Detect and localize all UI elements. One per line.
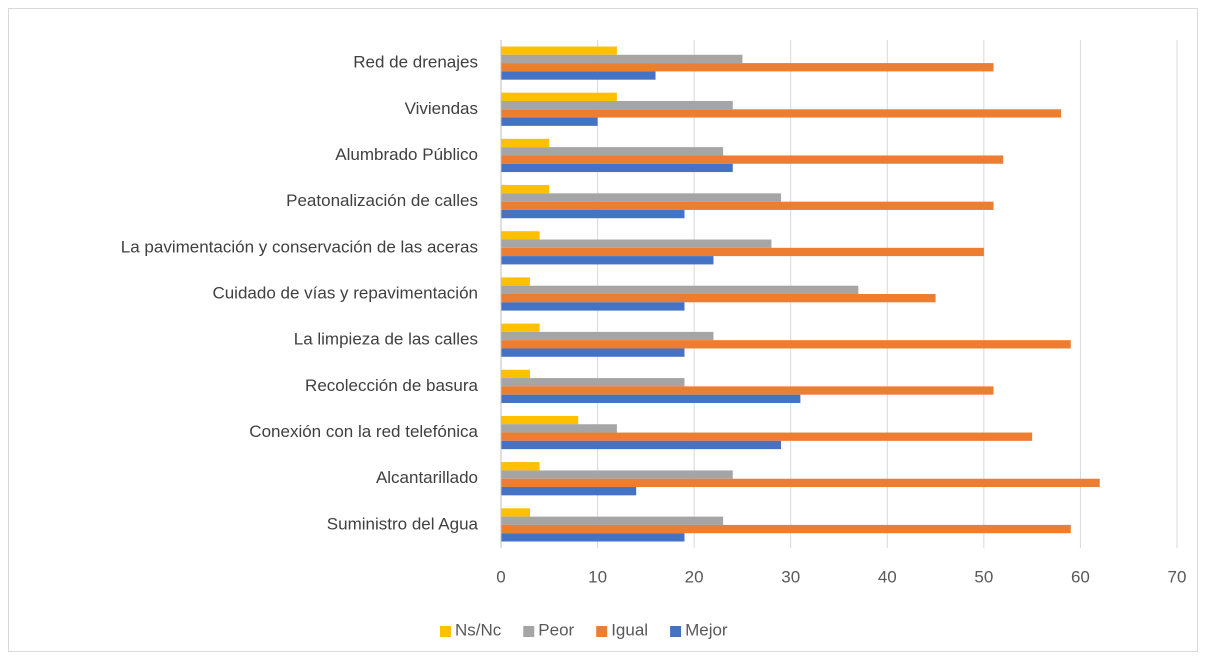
- bar: [501, 155, 1004, 164]
- y-tick-label: Cuidado de vías y repavimentación: [212, 283, 478, 302]
- bar: [501, 432, 1033, 441]
- bar: [501, 323, 540, 332]
- bar: [501, 470, 733, 479]
- y-tick-label: Alcantarillado: [376, 468, 478, 487]
- bar: [501, 185, 550, 194]
- y-tick-label: La pavimentación y conservación de las a…: [121, 237, 478, 256]
- bar: [501, 92, 617, 101]
- bar: [501, 256, 714, 265]
- bar: [501, 138, 550, 148]
- bar: [501, 231, 540, 240]
- bar: [501, 109, 1062, 118]
- y-tick-label: Red de drenajes: [353, 53, 478, 72]
- bar: [501, 201, 994, 210]
- bar: [501, 277, 530, 286]
- y-tick-label: Peatonalización de calles: [286, 191, 478, 210]
- bar: [501, 302, 685, 311]
- x-tick-label: 20: [685, 567, 704, 586]
- bar: [501, 163, 733, 173]
- bar: [501, 54, 743, 64]
- bar: [501, 440, 782, 450]
- bar: [501, 285, 859, 294]
- bar: [501, 63, 994, 72]
- x-tick-label: 40: [878, 567, 897, 586]
- bar: [501, 524, 1071, 534]
- bar: [501, 516, 724, 525]
- x-tick-label: 0: [496, 567, 505, 586]
- x-tick-label: 50: [974, 567, 993, 586]
- y-tick-label: Viviendas: [405, 99, 478, 118]
- legend-swatch: [440, 626, 451, 637]
- legend-label: Ns/Nc: [455, 620, 502, 639]
- x-tick-label: 30: [781, 567, 800, 586]
- bar: [501, 340, 1071, 349]
- bar: [501, 294, 936, 303]
- x-tick-label: 10: [588, 567, 607, 586]
- bar: [501, 415, 579, 425]
- bar: [501, 424, 617, 433]
- y-tick-label: Suministro del Agua: [327, 514, 479, 533]
- bar: [501, 533, 685, 542]
- legend-swatch: [523, 626, 535, 637]
- bar: [501, 239, 772, 248]
- bar: [501, 348, 685, 357]
- bar: [501, 508, 530, 517]
- bar: [501, 369, 530, 379]
- bar: [501, 331, 714, 341]
- legend-swatch: [596, 626, 608, 637]
- x-tick-label: 60: [1071, 567, 1090, 586]
- legend-label: Mejor: [685, 620, 728, 639]
- bar: [501, 209, 685, 219]
- bar: [501, 147, 724, 156]
- y-tick-label: La limpieza de las calles: [294, 330, 478, 349]
- bar: [501, 478, 1100, 488]
- y-tick-label: Alumbrado Público: [335, 145, 478, 164]
- bar: [501, 386, 994, 395]
- x-tick-label: 70: [1168, 567, 1187, 586]
- bar: [501, 193, 782, 202]
- bar: [501, 100, 733, 110]
- bar: [501, 394, 801, 403]
- bar: [501, 462, 540, 471]
- y-tick-label: Conexión con la red telefónica: [249, 422, 478, 441]
- bar: [501, 378, 685, 387]
- bar: [501, 117, 598, 126]
- legend-label: Peor: [538, 620, 574, 639]
- bar: [501, 247, 984, 257]
- legend-swatch: [670, 626, 682, 637]
- bar: [501, 46, 617, 55]
- legend-label: Igual: [611, 620, 648, 639]
- y-tick-label: Recolección de basura: [305, 376, 478, 395]
- bar: [501, 487, 637, 496]
- bar: [501, 71, 656, 80]
